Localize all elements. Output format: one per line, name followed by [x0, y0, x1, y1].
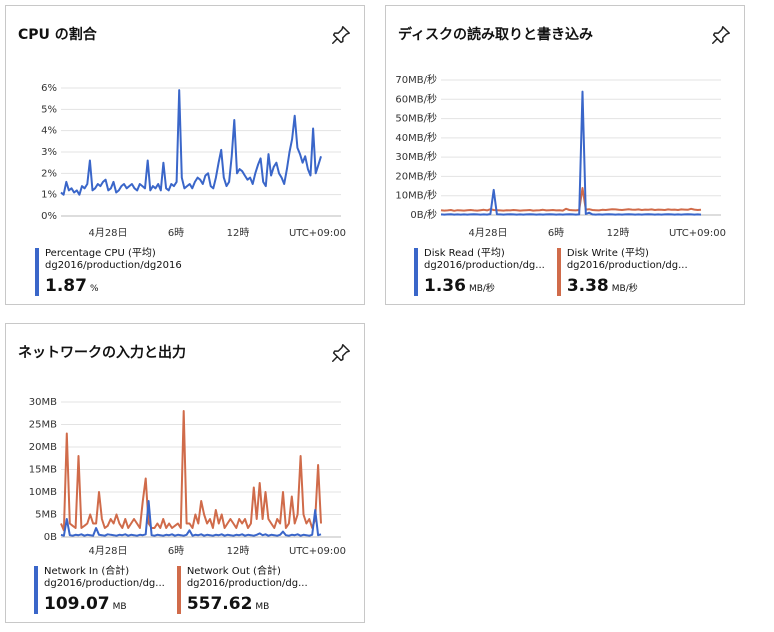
legend-metric-name: Network In (合計) [44, 566, 130, 577]
series-line [440, 187, 702, 212]
x-tick-label: 12時 [227, 227, 250, 239]
y-tick-label: 10MB [29, 487, 57, 498]
y-tick-label: 1% [41, 190, 57, 201]
y-tick-label: 0% [41, 211, 57, 222]
y-tick-label: 5MB [35, 510, 57, 521]
legend-metric-name: Network Out (合計) [186, 566, 281, 577]
legend-value: 1.36 MB/秒 [424, 276, 495, 296]
y-tick-label: 15MB [29, 465, 57, 476]
y-tick-label: 5% [41, 104, 57, 115]
y-tick-label: 10MB/秒 [395, 189, 437, 202]
series-line [60, 500, 322, 537]
y-tick-label: 40MB/秒 [395, 131, 437, 144]
legend-color-bar [556, 248, 561, 296]
timezone-label: UTC+09:00 [289, 546, 346, 557]
chart-legend: Percentage CPU (平均) dg2016/production/dg… [35, 248, 182, 296]
tile-title: ディスクの読み取りと書き込み [398, 27, 594, 43]
timezone-label: UTC+09:00 [289, 228, 346, 239]
legend-color-bar [35, 248, 39, 296]
disk-tile[interactable]: ディスクの読み取りと書き込み 70MB/秒 60MB/秒 50MB/秒 40MB/秒 3… [385, 5, 745, 305]
legend-resource: dg2016/production/dg... [186, 578, 308, 589]
legend-resource: dg2016/production/dg2016 [45, 260, 182, 271]
y-tick-label: 0B [44, 532, 57, 543]
y-tick-label: 3% [41, 147, 57, 158]
cpu-chart: 6% 5% 4% 3% 2% 1% 0% 4月28日 6時 12時 UTC+09:00 [41, 83, 346, 239]
x-tick-label: 12時 [227, 545, 250, 557]
legend-item[interactable]: Disk Read (平均) dg2016/production/dg... 1… [414, 248, 545, 296]
chart-legend: Disk Read (平均) dg2016/production/dg... 1… [414, 248, 688, 296]
legend-unit: MB/秒 [611, 284, 638, 294]
legend-color-bar [34, 566, 38, 614]
legend-metric-name: Disk Read (平均) [424, 248, 505, 259]
y-tick-label: 6% [41, 83, 57, 94]
y-tick-label: 30MB [29, 397, 57, 408]
y-tick-label: 2% [41, 168, 57, 179]
legend-value: 109.07 MB [44, 594, 127, 614]
legend-resource: dg2016/production/dg... [566, 260, 688, 271]
y-tick-label: 0B/秒 [410, 208, 437, 221]
y-tick-label: 25MB [29, 420, 57, 431]
legend-metric-name: Disk Write (平均) [566, 248, 649, 259]
tile-title: ネットワークの入力と出力 [18, 345, 186, 361]
legend-value: 3.38 MB/秒 [566, 276, 638, 296]
legend-unit: MB [255, 602, 270, 612]
x-tick-label: 4月28日 [88, 545, 127, 557]
network-tile[interactable]: ネットワークの入力と出力 30MB 25MB 20MB 15MB 10MB 5MB 0B 4月… [5, 323, 365, 623]
legend-unit: MB [112, 602, 127, 612]
series-line [440, 90, 702, 216]
network-chart: 30MB 25MB 20MB 15MB 10MB 5MB 0B 4月28日 6時 12時 UTC+0… [29, 397, 346, 557]
x-tick-label: 6時 [548, 227, 564, 239]
pin-icon[interactable] [330, 24, 352, 46]
legend-unit: % [89, 284, 99, 294]
legend-item[interactable]: Network Out (合計) dg2016/production/dg...… [176, 566, 308, 614]
y-tick-label: 20MB [29, 442, 57, 453]
legend-metric-name: Percentage CPU (平均) [45, 248, 156, 259]
y-tick-label: 4% [41, 126, 57, 137]
x-tick-label: 4月28日 [88, 227, 127, 239]
y-tick-label: 70MB/秒 [395, 73, 437, 86]
cpu-tile[interactable]: CPU の割合 6% 5% 4% 3% 2% 1% 0% 4月28日 6時 12時 UTC+09:0… [5, 5, 365, 305]
y-tick-label: 20MB/秒 [395, 169, 437, 182]
legend-value: 1.87% [45, 276, 99, 296]
disk-chart: 70MB/秒 60MB/秒 50MB/秒 40MB/秒 30MB/秒 20MB/秒 10MB… [395, 73, 726, 239]
pin-icon[interactable] [710, 24, 732, 46]
legend-resource: dg2016/production/dg... [44, 578, 165, 589]
pin-icon[interactable] [330, 342, 352, 364]
y-tick-label: 60MB/秒 [395, 92, 437, 105]
chart-legend: Network In (合計) dg2016/production/dg... … [34, 566, 308, 614]
legend-item[interactable]: Disk Write (平均) dg2016/production/dg... … [556, 248, 688, 296]
legend-item[interactable]: Network In (合計) dg2016/production/dg... … [34, 566, 165, 614]
legend-color-bar [176, 566, 181, 614]
x-tick-label: 4月28日 [468, 227, 507, 239]
tile-title: CPU の割合 [18, 27, 97, 43]
legend-color-bar [414, 248, 418, 296]
x-tick-label: 6時 [168, 545, 184, 557]
timezone-label: UTC+09:00 [669, 228, 726, 239]
legend-value: 557.62 MB [186, 594, 270, 614]
y-tick-label: 30MB/秒 [395, 150, 437, 163]
series-line [60, 89, 322, 196]
series-line [60, 410, 322, 532]
y-tick-label: 50MB/秒 [395, 112, 437, 125]
legend-item[interactable]: Percentage CPU (平均) dg2016/production/dg… [35, 248, 182, 296]
legend-resource: dg2016/production/dg... [424, 260, 545, 271]
x-tick-label: 12時 [607, 227, 630, 239]
legend-unit: MB/秒 [468, 284, 495, 294]
x-tick-label: 6時 [168, 227, 184, 239]
